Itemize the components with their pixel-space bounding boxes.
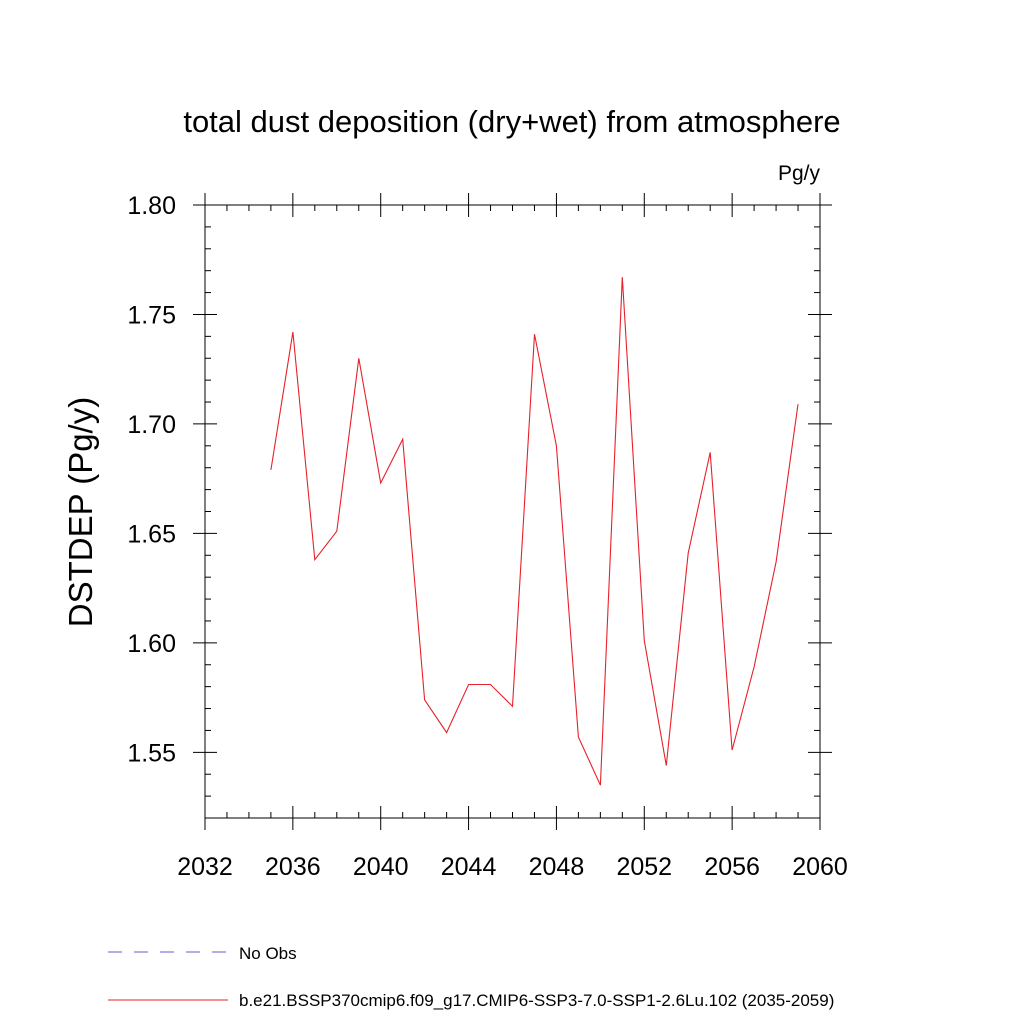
legend-label-no-obs: No Obs xyxy=(239,944,297,963)
x-tick-label: 2048 xyxy=(529,853,585,881)
plot-frame xyxy=(204,204,821,819)
y-tick-label: 1.60 xyxy=(127,630,176,658)
x-tick-labels: 2032 2036 2040 2044 2048 2052 2056 2060 xyxy=(177,853,848,881)
y-tick-label: 1.65 xyxy=(127,520,176,548)
y-axis-label: DSTDEP (Pg/y) xyxy=(62,397,99,627)
x-tick-label: 2036 xyxy=(265,853,321,881)
minor-ticks xyxy=(205,205,820,819)
y-tick-label: 1.80 xyxy=(127,192,176,220)
x-tick-label: 2040 xyxy=(353,853,409,881)
series-line-0 xyxy=(270,277,799,786)
legend: No Obs b.e21.BSSP370cmip6.f09_g17.CMIP6-… xyxy=(108,944,834,1010)
chart-title: total dust deposition (dry+wet) from atm… xyxy=(183,104,840,139)
x-tick-label: 2056 xyxy=(704,853,760,881)
y-tick-label: 1.75 xyxy=(127,301,176,329)
units-label: Pg/y xyxy=(778,162,821,185)
series-layer xyxy=(270,277,799,786)
x-tick-label: 2032 xyxy=(177,853,233,881)
x-tick-label: 2060 xyxy=(792,853,848,881)
legend-label-series: b.e21.BSSP370cmip6.f09_g17.CMIP6-SSP3-7.… xyxy=(239,991,834,1010)
x-tick-label: 2052 xyxy=(616,853,672,881)
y-tick-label: 1.70 xyxy=(127,411,176,439)
y-tick-label: 1.55 xyxy=(127,739,176,767)
x-tick-label: 2044 xyxy=(441,853,497,881)
y-tick-labels: 1.55 1.60 1.65 1.70 1.75 1.80 xyxy=(127,192,176,767)
